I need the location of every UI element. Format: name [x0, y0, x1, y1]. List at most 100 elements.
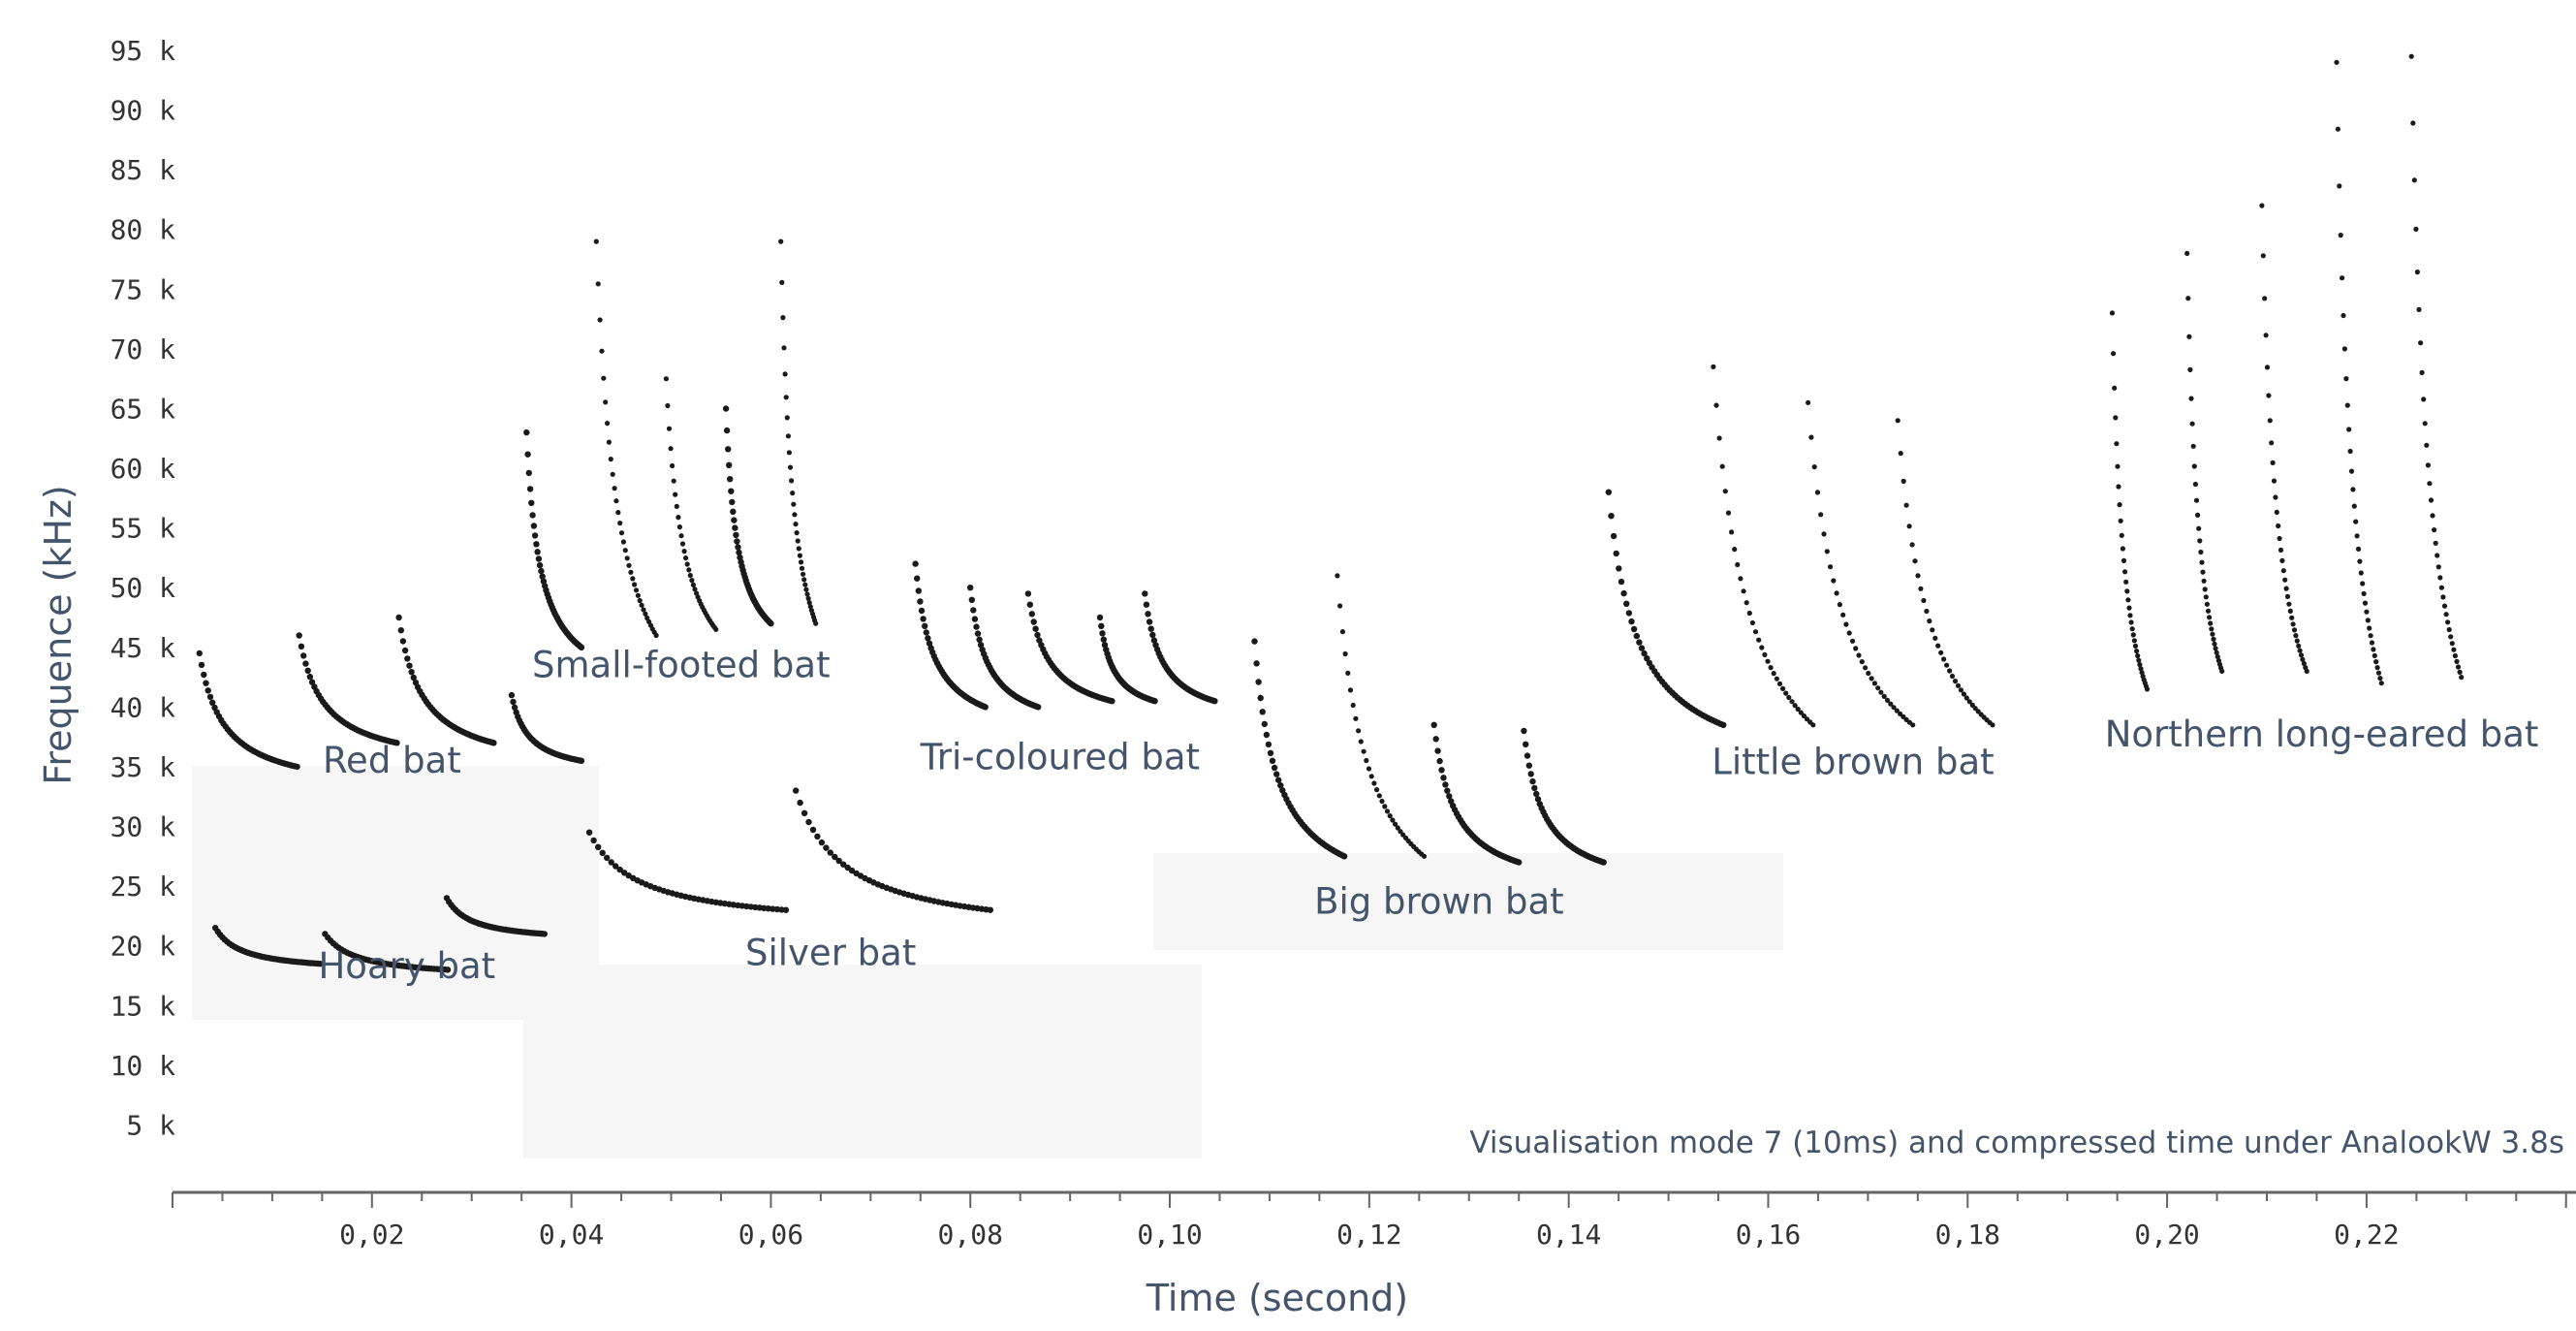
call-point: [686, 567, 692, 573]
call-point: [294, 763, 300, 771]
call-point: [2445, 619, 2451, 625]
call-point: [2432, 527, 2437, 533]
call-point: [612, 486, 617, 491]
call-point: [2260, 253, 2266, 259]
call-point: [1387, 813, 1393, 819]
call-point: [1335, 573, 1340, 579]
call-point: [2125, 597, 2131, 603]
series-big-brown-batcalls: [1251, 573, 1607, 866]
call-point: [1888, 701, 1894, 707]
call-point: [1837, 602, 1842, 608]
call-point: [2207, 615, 2213, 620]
call-point: [732, 524, 738, 531]
call-point: [1613, 550, 1619, 557]
call-point: [787, 464, 794, 470]
call-point: [1263, 731, 1271, 739]
call-point: [1759, 645, 1765, 650]
call-point: [1804, 716, 1810, 722]
call-point: [641, 607, 646, 613]
call-point: [2419, 369, 2425, 375]
call-point: [2134, 649, 2140, 654]
call-point: [1261, 720, 1269, 728]
call-point: [2185, 296, 2191, 301]
species-label: Hoary bat: [318, 945, 495, 987]
call-point: [1871, 681, 1877, 686]
call-point: [2334, 59, 2340, 65]
call-point: [2371, 647, 2376, 652]
call-point: [2290, 621, 2296, 627]
call-point: [2428, 497, 2435, 503]
call-point: [2441, 603, 2448, 609]
call-point: [2425, 462, 2431, 468]
call-point: [1534, 796, 1542, 803]
call-point: [971, 616, 979, 622]
call-point: [2278, 547, 2284, 554]
call-point: [1277, 782, 1284, 789]
call-point: [630, 576, 636, 582]
call-point: [1616, 565, 1622, 572]
call-point: [1434, 747, 1441, 754]
call-point: [531, 532, 539, 539]
call-point: [1843, 621, 1849, 627]
call-point: [832, 853, 838, 861]
series-northern-long-eared-batcalls: [2109, 53, 2465, 692]
call-point: [1735, 561, 1741, 568]
call-point: [1032, 625, 1039, 632]
call-point: [608, 457, 613, 462]
call-point: [2186, 333, 2192, 339]
call-point: [1776, 681, 1783, 687]
call-point: [1384, 808, 1391, 814]
call-point: [644, 615, 650, 621]
call-point: [1142, 590, 1148, 597]
call-point: [1390, 817, 1396, 823]
call-point: [794, 530, 800, 536]
call-point: [618, 530, 625, 536]
call-point: [778, 238, 784, 244]
call-point: [2109, 310, 2116, 316]
call-point: [1853, 646, 1859, 651]
call-point: [1729, 529, 1735, 535]
call-point: [977, 642, 985, 649]
y-tick-label: 55 k: [110, 513, 176, 545]
x-tick-label: 0,12: [1336, 1219, 1401, 1251]
call-point: [2283, 586, 2289, 591]
call-point: [987, 906, 993, 913]
call-point: [728, 488, 735, 494]
call-point: [528, 499, 535, 506]
call-point: [1932, 635, 1938, 641]
call-point: [1525, 762, 1533, 769]
call-point: [673, 491, 678, 497]
call-point: [2195, 512, 2201, 519]
species-label: Little brown bat: [1712, 741, 1994, 782]
call-point: [2119, 532, 2124, 538]
call-point: [2113, 415, 2119, 421]
call-point: [1918, 586, 1924, 591]
call-point: [713, 626, 719, 632]
y-tick-label: 45 k: [110, 632, 176, 664]
call-point: [723, 427, 731, 434]
call-point: [1935, 643, 1941, 649]
call-point: [593, 238, 599, 244]
call-point: [823, 844, 830, 851]
call-point: [1891, 705, 1897, 711]
call-point: [781, 345, 787, 351]
call-point: [804, 591, 810, 597]
call-point: [2414, 269, 2420, 275]
call-point: [1026, 601, 1034, 608]
call-point: [608, 859, 614, 866]
call-point: [1895, 418, 1901, 424]
call-point: [1990, 722, 1995, 728]
call-point: [1345, 670, 1351, 677]
call-point: [806, 600, 812, 606]
call-point: [1442, 781, 1449, 788]
call-point: [653, 632, 659, 639]
call-point: [2347, 448, 2353, 455]
call-point: [2440, 594, 2446, 600]
y-tick-label: 25 k: [110, 871, 176, 903]
x-axis-title: Time (second): [1146, 1277, 1408, 1319]
call-point: [585, 829, 593, 836]
call-point: [541, 931, 548, 937]
call-point: [1608, 513, 1615, 520]
call-point: [578, 757, 585, 764]
call-point: [2135, 652, 2141, 659]
